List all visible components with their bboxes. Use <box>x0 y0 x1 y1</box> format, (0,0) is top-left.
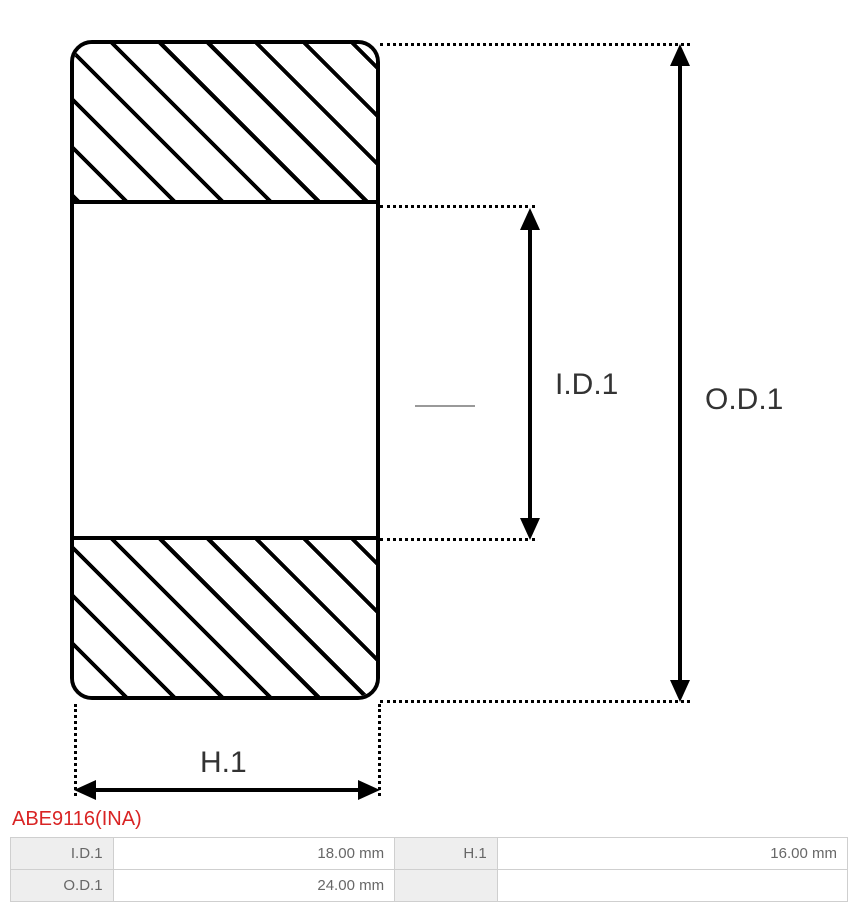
dim-line-od1 <box>678 58 682 690</box>
cell-label-h1: H.1 <box>395 838 498 870</box>
arrow-h1-right <box>358 780 380 800</box>
arrow-id1-bot <box>520 518 540 540</box>
arrow-od1-top <box>670 44 690 66</box>
cell-value-id1: 18.00 mm <box>113 838 395 870</box>
arrow-id1-top <box>520 208 540 230</box>
bushing-body-rect <box>70 40 380 700</box>
table-row: O.D.1 24.00 mm <box>11 870 848 902</box>
leader-top-od <box>380 43 690 46</box>
label-id1: I.D.1 <box>555 368 618 402</box>
arrow-od1-bot <box>670 680 690 702</box>
cell-value-h1: 16.00 mm <box>497 838 847 870</box>
bearing-cross-section-diagram: I.D.1 O.D.1 H.1 <box>60 10 820 800</box>
arrow-h1-left <box>74 780 96 800</box>
part-number-title: ABE9116(INA) <box>12 808 848 831</box>
label-h1: H.1 <box>200 746 247 780</box>
cell-label-id1: I.D.1 <box>11 838 114 870</box>
hatch-bottom <box>74 536 376 696</box>
label-od1: O.D.1 <box>705 383 783 417</box>
cell-label-empty <box>395 870 498 902</box>
cell-label-od1: O.D.1 <box>11 870 114 902</box>
hatch-top <box>74 44 376 204</box>
cell-value-od1: 24.00 mm <box>113 870 395 902</box>
leader-top-id <box>380 205 535 208</box>
leader-bot-od <box>380 700 690 703</box>
centerline-tick <box>415 405 475 407</box>
spec-table: I.D.1 18.00 mm H.1 16.00 mm O.D.1 24.00 … <box>10 837 848 902</box>
leader-bot-id <box>380 538 535 541</box>
dim-line-id1 <box>528 220 532 530</box>
cell-value-empty <box>497 870 847 902</box>
table-row: I.D.1 18.00 mm H.1 16.00 mm <box>11 838 848 870</box>
dim-line-h1 <box>88 788 366 792</box>
